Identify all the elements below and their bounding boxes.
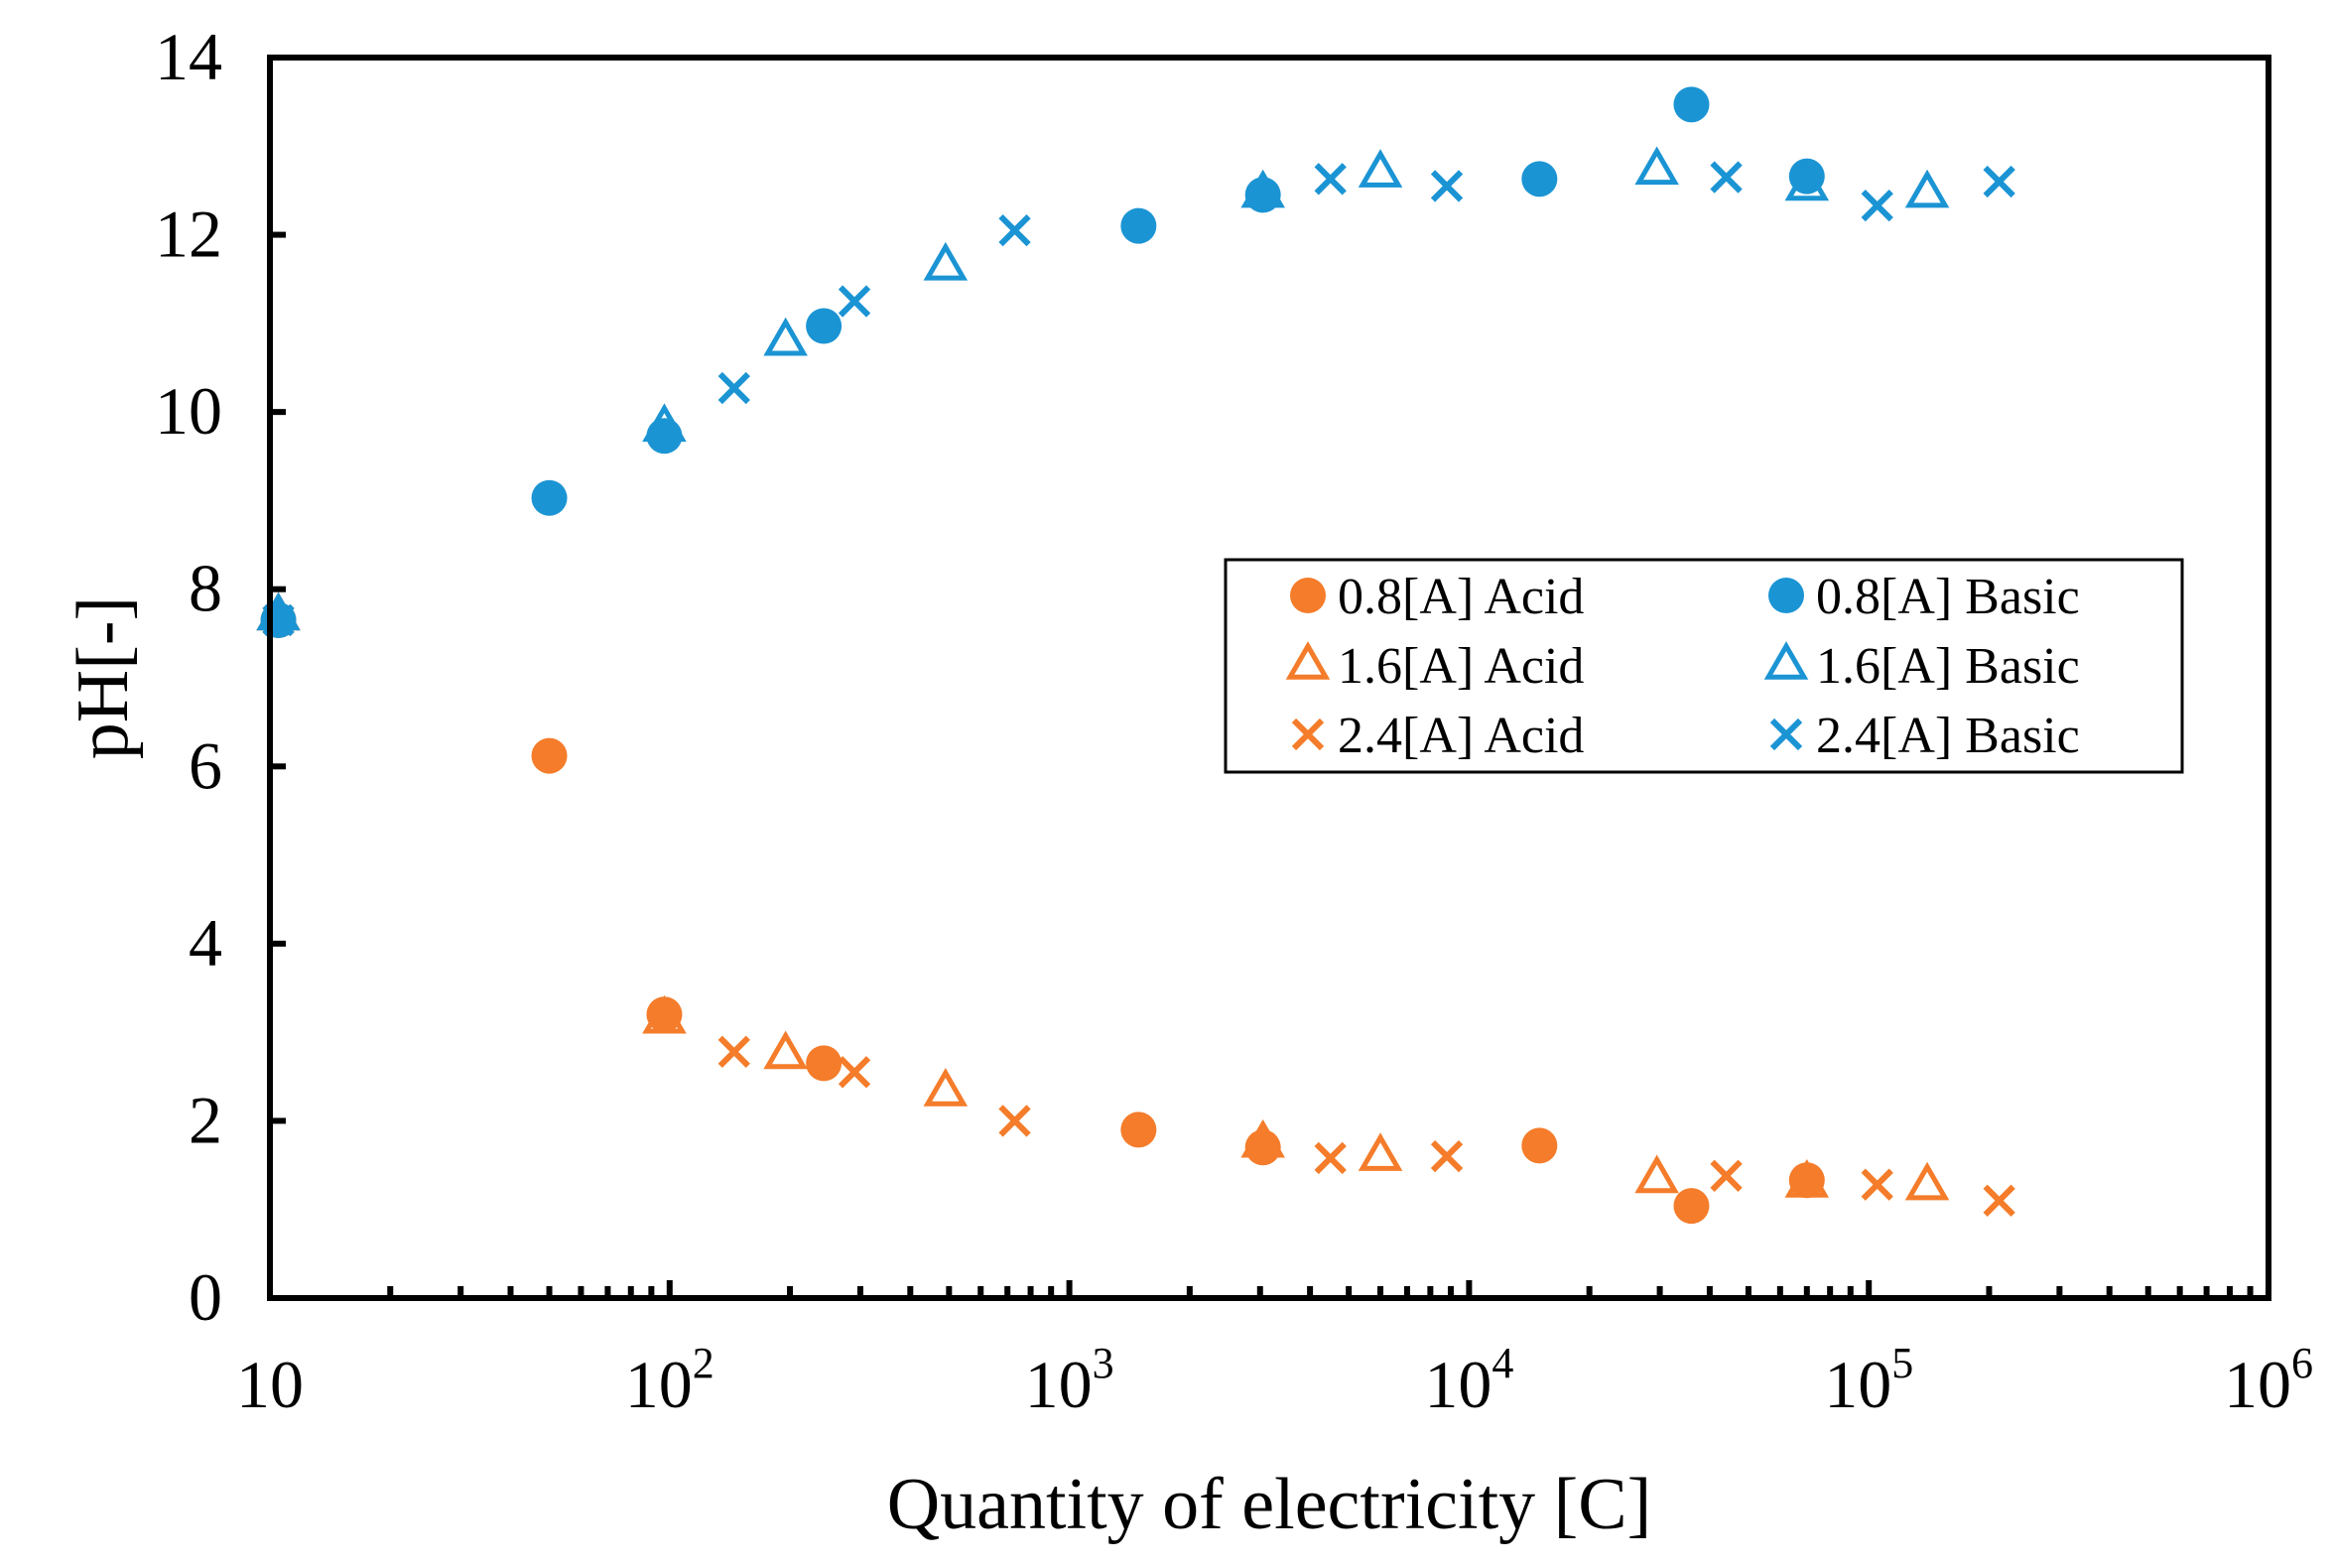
data-point [1521, 1127, 1558, 1164]
plot-area-frame [267, 55, 2271, 1301]
data-point [923, 1068, 969, 1107]
data-point [1788, 1162, 1825, 1199]
data-points [256, 86, 2015, 1225]
data-point [806, 1045, 843, 1082]
data-point [646, 418, 683, 455]
data-point [646, 996, 683, 1033]
data-point [717, 371, 750, 405]
y-tick-label: 14 [155, 19, 222, 94]
data-point [642, 994, 687, 1034]
data-point [763, 317, 808, 356]
legend-marker [1763, 641, 1809, 680]
legend-marker [1285, 641, 1331, 680]
data-point [1358, 1132, 1403, 1171]
data-point [923, 241, 969, 281]
data-point [998, 1105, 1031, 1137]
legend-marker [1769, 718, 1803, 751]
data-point [717, 1035, 750, 1068]
legend-item: 1.6[A] Basic [1763, 638, 2080, 695]
legend: 0.8[A] Acid 0.8[A] Basic 1.6[A] Acid 1.6[A]… [1224, 558, 2184, 774]
x-tick-label: 106 [2224, 1339, 2313, 1422]
legend-label: 2.4[A] Basic [1816, 708, 2080, 764]
legend-label: 2.4[A] Acid [1338, 708, 1584, 764]
legend-marker [1290, 578, 1326, 613]
data-point [1784, 162, 1830, 201]
data-point [1634, 1154, 1679, 1194]
data-point [806, 308, 843, 344]
data-point [1983, 165, 2015, 198]
y-tick-labels: 0 2 4 6 8 10 12 14 [155, 19, 286, 1335]
data-point [1673, 1188, 1710, 1225]
legend-box [1224, 558, 2184, 774]
data-point [531, 737, 568, 774]
data-point [1634, 146, 1679, 186]
data-point [1710, 161, 1743, 194]
y-tick-label: 2 [189, 1082, 222, 1157]
data-point [1240, 169, 1285, 208]
legend-item: 2.4[A] Acid [1291, 708, 1584, 764]
data-point [1430, 1139, 1464, 1173]
data-point [1861, 189, 1893, 222]
y-axis-label: pH[-] [63, 596, 144, 759]
x-tick-labels: 10 102 103 104 105 106 [236, 1339, 2313, 1422]
data-point [838, 1056, 871, 1089]
data-point [1983, 1184, 2015, 1217]
data-point [1673, 86, 1710, 123]
data-point [1710, 1159, 1743, 1192]
y-tick-label: 12 [155, 196, 222, 272]
legend-marker [1768, 578, 1804, 613]
data-point [642, 403, 687, 443]
x-tick-label: 10 [236, 1347, 304, 1422]
x-tick-label: 102 [625, 1339, 714, 1422]
y-tick-label: 4 [189, 905, 222, 980]
data-point [1904, 1161, 1950, 1201]
legend-item: 0.8[A] Basic [1768, 569, 2080, 625]
legend-item: 1.6[A] Acid [1285, 638, 1584, 695]
data-point [1120, 1111, 1157, 1148]
y-tick-label: 10 [155, 373, 222, 449]
y-tick-label: 8 [189, 551, 222, 626]
legend-label: 1.6[A] Basic [1816, 638, 2080, 695]
data-point [998, 213, 1031, 247]
x-tick-label: 104 [1424, 1339, 1513, 1422]
legend-label: 1.6[A] Acid [1338, 638, 1584, 695]
legend-item: 0.8[A] Acid [1290, 569, 1584, 625]
legend-item: 2.4[A] Basic [1769, 708, 2080, 764]
data-point [1904, 169, 1950, 208]
data-point [1120, 207, 1157, 244]
data-point [1314, 1141, 1347, 1175]
data-point [1861, 1168, 1893, 1201]
x-tick-label: 105 [1824, 1339, 1913, 1422]
series-1-6-a-basic [256, 146, 1950, 631]
data-point [763, 1030, 808, 1070]
y-tick-label: 0 [189, 1259, 222, 1335]
data-point [531, 479, 568, 516]
data-point [1314, 163, 1347, 196]
y-tick-label: 6 [189, 727, 222, 803]
data-point [1430, 170, 1464, 202]
data-point [1240, 1118, 1285, 1158]
data-point [1358, 149, 1403, 188]
x-tick-label: 103 [1025, 1339, 1114, 1422]
legend-label: 0.8[A] Acid [1338, 569, 1584, 625]
legend-label: 0.8[A] Basic [1816, 569, 2080, 625]
data-point [1784, 1159, 1830, 1198]
data-point [1521, 161, 1558, 197]
legend-marker [1291, 718, 1325, 751]
x-axis-label: Quantity of electricity [C] [887, 1464, 1652, 1545]
data-point [838, 285, 871, 318]
